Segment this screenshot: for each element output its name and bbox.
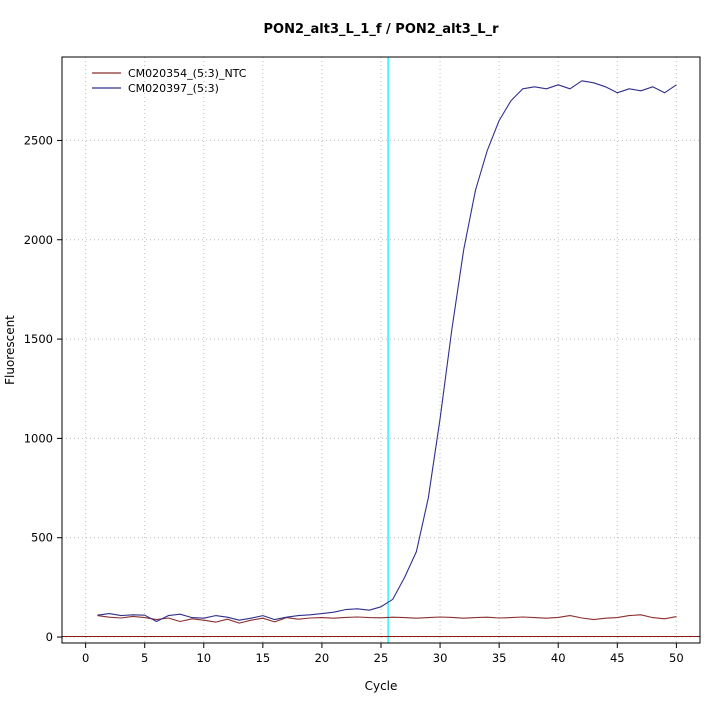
x-tick-label: 30 (433, 651, 448, 665)
x-tick-label: 40 (551, 651, 566, 665)
gridlines (62, 57, 700, 643)
chart-title: PON2_alt3_L_1_f / PON2_alt3_L_r (264, 22, 500, 37)
x-tick-label: 35 (492, 651, 507, 665)
y-tick-label: 1500 (24, 332, 53, 346)
x-tick-label: 15 (256, 651, 271, 665)
legend-label: CM020354_(5:3)_NTC (128, 67, 247, 80)
series-lines (97, 80, 677, 624)
series-line-1 (97, 80, 677, 623)
x-tick-label: 10 (196, 651, 211, 665)
x-axis-label: Cycle (365, 679, 398, 693)
x-tick-label: 50 (669, 651, 684, 665)
y-tick-label: 2500 (24, 133, 53, 147)
series-line-0 (97, 614, 677, 624)
reference-lines (62, 57, 700, 643)
legend: CM020354_(5:3)_NTC CM020397_(5:3) (92, 67, 247, 95)
y-tick-label: 1000 (24, 431, 53, 445)
x-tick-label: 5 (141, 651, 148, 665)
y-tick-label: 0 (46, 630, 53, 644)
x-tick-label: 25 (374, 651, 389, 665)
legend-label: CM020397_(5:3) (128, 82, 219, 95)
y-tick-label: 500 (31, 531, 53, 545)
y-tick-label: 2000 (24, 233, 53, 247)
x-tick-label: 0 (82, 651, 89, 665)
y-axis-label: Fluorescent (3, 315, 17, 385)
plot-border (61, 56, 701, 644)
x-tick-label: 20 (315, 651, 330, 665)
x-tick-label: 45 (610, 651, 625, 665)
